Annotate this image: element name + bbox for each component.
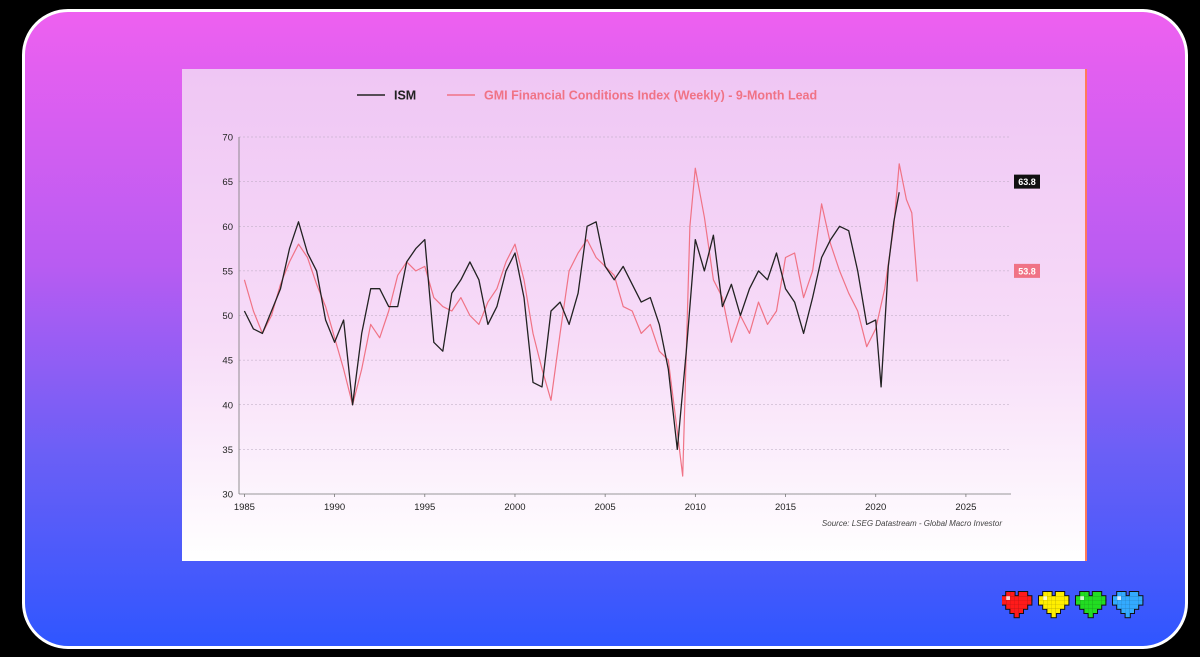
- y-tick-label: 55: [222, 266, 233, 277]
- pixel-hearts: [1002, 591, 1144, 619]
- pixel-heart-icon: [1075, 591, 1107, 619]
- ism-line: [243, 192, 900, 451]
- chart-slide: 30 35 40 45 50 55 60 65 70 1985 1990 1995 2000 2005 20…: [182, 69, 1087, 561]
- chart: 30 35 40 45 50 55 60 65 70 1985 1990 1995 2000 2005 20…: [222, 89, 1040, 528]
- x-tick-label: 2005: [595, 502, 616, 513]
- y-tick-label: 30: [222, 490, 233, 501]
- pixel-heart-icon: [1112, 591, 1144, 619]
- y-tick-label: 60: [222, 222, 233, 233]
- series-lines: [243, 163, 918, 477]
- x-tick-label: 1995: [414, 502, 435, 513]
- ism-last-value-box: [1014, 174, 1040, 189]
- slide-frame: 30 35 40 45 50 55 60 65 70 1985 1990 1995 2000 2005 20…: [22, 9, 1188, 649]
- pixel-heart-icon: [1002, 591, 1033, 619]
- ism-last-value: 63.8: [1018, 177, 1036, 187]
- end-value-labels: 63.8 53.8: [1014, 174, 1040, 278]
- x-tick-label: 1990: [324, 502, 345, 513]
- gmi-last-value-box: [1014, 263, 1040, 278]
- x-tick-label: 1985: [234, 502, 255, 513]
- y-tick-label: 65: [222, 177, 233, 188]
- y-tick-label: 40: [222, 400, 233, 411]
- axes: 30 35 40 45 50 55 60 65 70 1985 1990 1995 2000 2005 20…: [222, 133, 1011, 513]
- y-tick-label: 50: [222, 311, 233, 322]
- legend-label-ism: ISM: [394, 89, 416, 103]
- y-tick-label: 45: [222, 356, 233, 367]
- x-tick-label: 2015: [775, 502, 796, 513]
- y-tick-label: 70: [222, 133, 233, 144]
- x-tick-label: 2025: [955, 502, 976, 513]
- source-note: Source: LSEG Datastream - Global Macro I…: [822, 519, 1002, 528]
- x-tick-label: 2010: [685, 502, 706, 513]
- pixel-heart-icon: [1038, 591, 1070, 619]
- legend: ISM GMI Financial Conditions Index (Weekl…: [357, 89, 817, 103]
- grid-lines: [239, 136, 1011, 450]
- y-tick-label: 35: [222, 445, 233, 456]
- legend-label-gmi: GMI Financial Conditions Index (Weekly) …: [484, 89, 817, 103]
- x-tick-label: 2000: [504, 502, 525, 513]
- x-tick-label: 2020: [865, 502, 886, 513]
- gmi-line: [243, 163, 918, 477]
- gmi-last-value: 53.8: [1018, 266, 1036, 276]
